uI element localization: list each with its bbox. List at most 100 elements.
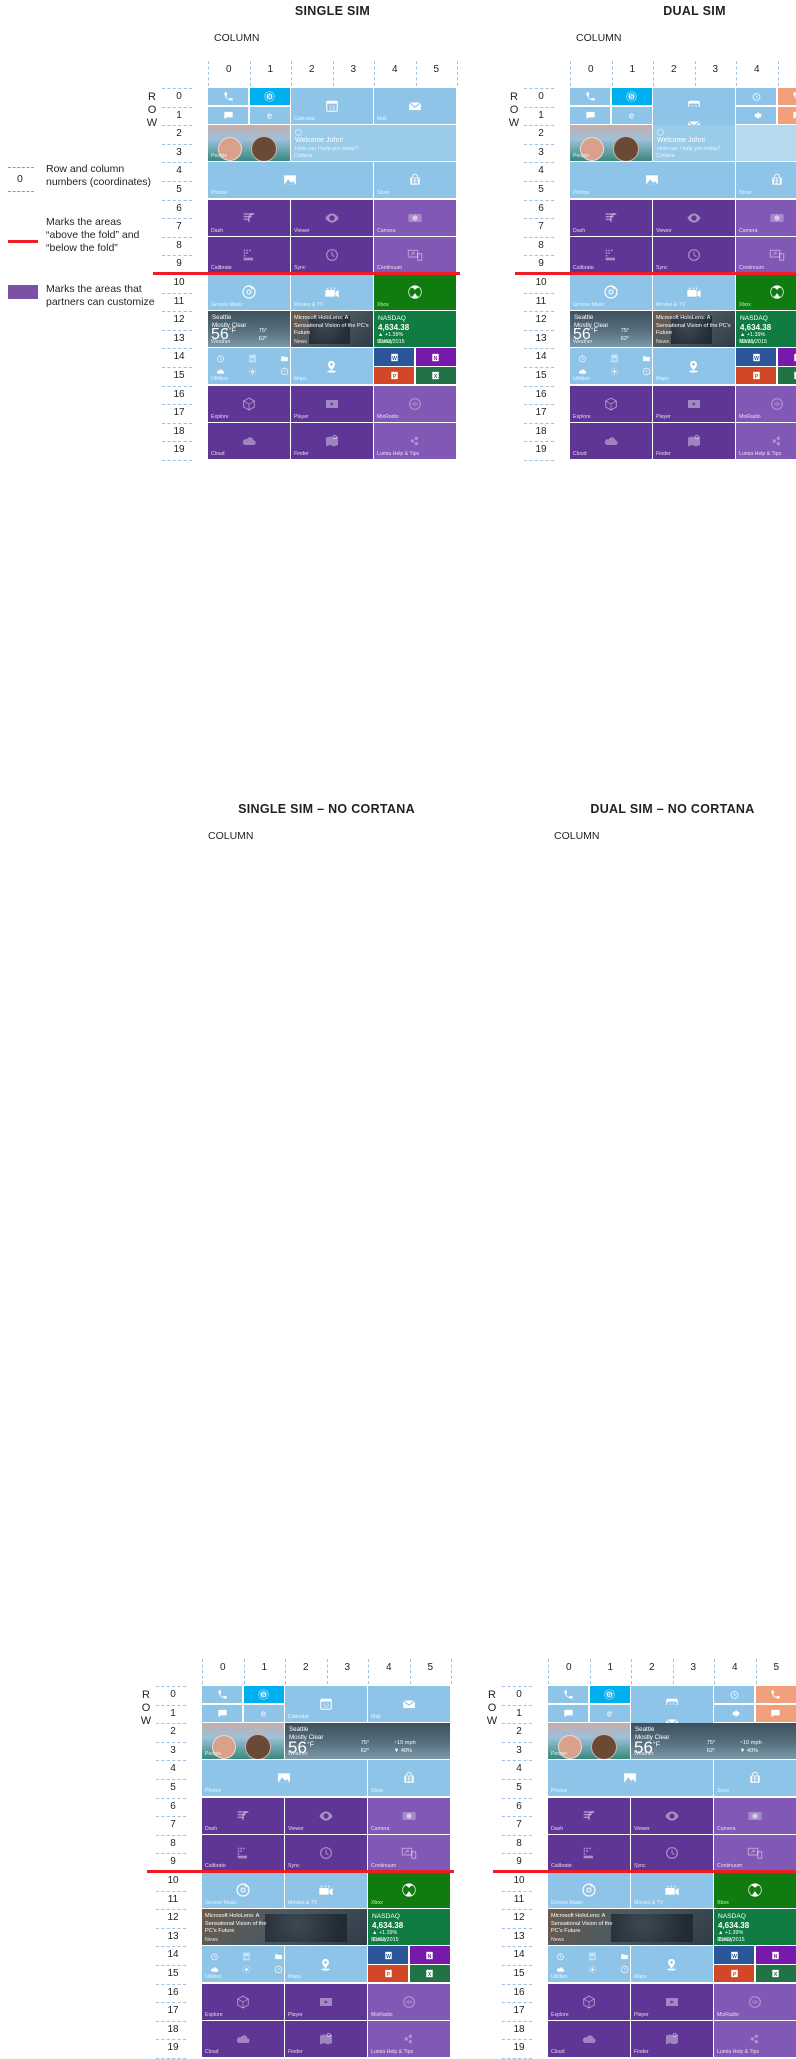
tile-mixradio[interactable]: MixRadio bbox=[714, 1984, 796, 2020]
tile-sim2messaging[interactable] bbox=[778, 107, 796, 124]
tile-excel[interactable]: X bbox=[778, 367, 796, 384]
tile-lumiahelp[interactable]: Lumia Help & Tips bbox=[374, 423, 456, 459]
tile-movies[interactable]: Movies & TV bbox=[631, 1872, 713, 1908]
tile-xbox[interactable]: Xbox bbox=[368, 1872, 450, 1908]
tile-xbox[interactable]: Xbox bbox=[714, 1872, 796, 1908]
tile-alarms[interactable] bbox=[736, 88, 776, 105]
tile-cortana[interactable]: Welcome John!How can I help you today?Co… bbox=[653, 125, 735, 161]
tile-calibrate[interactable]: Calibrate bbox=[202, 1835, 284, 1871]
tile-word[interactable]: W bbox=[736, 348, 776, 365]
tile-player[interactable]: Player bbox=[285, 1984, 367, 2020]
tile-mail[interactable]: Mail bbox=[368, 1686, 450, 1722]
tile-news[interactable]: Microsoft HoloLens: A Sensational Vision… bbox=[653, 311, 735, 347]
tile-lumiahelp[interactable]: Lumia Help & Tips bbox=[736, 423, 796, 459]
tile-mail[interactable]: Mail bbox=[374, 88, 456, 124]
tile-skype[interactable] bbox=[244, 1686, 284, 1703]
tile-finder[interactable]: Finder bbox=[631, 2021, 713, 2057]
tile-utilities[interactable]: ?Utilities bbox=[548, 1946, 630, 1982]
tile-camera[interactable]: Camera bbox=[714, 1798, 796, 1834]
tile-phone[interactable] bbox=[548, 1686, 588, 1703]
tile-dash[interactable]: Dash bbox=[202, 1798, 284, 1834]
tile-continuum[interactable]: Continuum bbox=[714, 1835, 796, 1871]
tile-camera[interactable]: Camera bbox=[368, 1798, 450, 1834]
tile-powerpoint[interactable]: P bbox=[736, 367, 776, 384]
tile-messaging[interactable] bbox=[202, 1705, 242, 1722]
tile-xbox[interactable]: Xbox bbox=[736, 274, 796, 310]
tile-player[interactable]: Player bbox=[653, 386, 735, 422]
tile-camera[interactable]: Camera bbox=[736, 200, 796, 236]
tile-messaging[interactable] bbox=[570, 107, 610, 124]
tile-store[interactable]: Store bbox=[714, 1760, 796, 1796]
tile-skype[interactable] bbox=[612, 88, 652, 105]
tile-groove[interactable]: Groove Music bbox=[548, 1872, 630, 1908]
tile-explore[interactable]: Explore bbox=[202, 1984, 284, 2020]
tile-powerpoint[interactable]: P bbox=[374, 367, 414, 384]
tile-people[interactable]: People bbox=[570, 125, 652, 161]
tile-news-wide[interactable]: Microsoft HoloLens: A Sensational Vision… bbox=[202, 1909, 367, 1945]
tile-utilities[interactable]: ?Utilities bbox=[570, 348, 652, 384]
tile-empty-tile[interactable] bbox=[736, 125, 796, 161]
tile-mixradio[interactable]: MixRadio bbox=[368, 1984, 450, 2020]
tile-xbox[interactable]: Xbox bbox=[374, 274, 456, 310]
tile-movies[interactable]: Movies & TV bbox=[653, 274, 735, 310]
tile-sim2phone[interactable] bbox=[778, 88, 796, 105]
tile-excel[interactable]: X bbox=[756, 1965, 796, 1982]
tile-sim2phone[interactable] bbox=[756, 1686, 796, 1703]
tile-people[interactable]: People bbox=[548, 1723, 630, 1759]
tile-onenote[interactable]: N bbox=[416, 348, 456, 365]
tile-viewer[interactable]: Viewer bbox=[631, 1798, 713, 1834]
tile-player[interactable]: Player bbox=[631, 1984, 713, 2020]
tile-mixradio[interactable]: MixRadio bbox=[736, 386, 796, 422]
tile-groove[interactable]: Groove Music bbox=[570, 274, 652, 310]
tile-excel[interactable]: X bbox=[416, 367, 456, 384]
tile-onenote[interactable]: N bbox=[756, 1946, 796, 1963]
tile-sync[interactable]: Sync bbox=[631, 1835, 713, 1871]
tile-lumiahelp[interactable]: Lumia Help & Tips bbox=[368, 2021, 450, 2057]
tile-word[interactable]: W bbox=[714, 1946, 754, 1963]
tile-dash[interactable]: Dash bbox=[548, 1798, 630, 1834]
tile-powerpoint[interactable]: P bbox=[714, 1965, 754, 1982]
tile-viewer[interactable]: Viewer bbox=[653, 200, 735, 236]
tile-continuum[interactable]: Continuum bbox=[374, 237, 456, 273]
tile-photos[interactable]: Photos bbox=[548, 1760, 713, 1796]
tile-sync[interactable]: Sync bbox=[653, 237, 735, 273]
tile-powerpoint[interactable]: P bbox=[368, 1965, 408, 1982]
tile-settings[interactable] bbox=[736, 107, 776, 124]
tile-alarms[interactable] bbox=[714, 1686, 754, 1703]
tile-photos[interactable]: Photos bbox=[570, 162, 735, 198]
tile-dash[interactable]: Dash bbox=[570, 200, 652, 236]
tile-utilities[interactable]: ?Utilities bbox=[202, 1946, 284, 1982]
tile-viewer[interactable]: Viewer bbox=[285, 1798, 367, 1834]
tile-edge[interactable]: e bbox=[590, 1705, 630, 1722]
tile-explore[interactable]: Explore bbox=[570, 386, 652, 422]
tile-word[interactable]: W bbox=[368, 1946, 408, 1963]
tile-word[interactable]: W bbox=[374, 348, 414, 365]
tile-excel[interactable]: X bbox=[410, 1965, 450, 1982]
tile-sim2messaging[interactable] bbox=[756, 1705, 796, 1722]
tile-calibrate[interactable]: Calibrate bbox=[570, 237, 652, 273]
tile-movies[interactable]: Movies & TV bbox=[285, 1872, 367, 1908]
tile-maps[interactable]: Maps bbox=[653, 348, 735, 384]
tile-settings[interactable] bbox=[714, 1705, 754, 1722]
tile-cloud[interactable]: Cloud bbox=[548, 2021, 630, 2057]
tile-groove[interactable]: Groove Music bbox=[202, 1872, 284, 1908]
tile-mixradio[interactable]: MixRadio bbox=[374, 386, 456, 422]
tile-people[interactable]: People bbox=[202, 1723, 284, 1759]
tile-onenote[interactable]: N bbox=[410, 1946, 450, 1963]
tile-edge[interactable]: e bbox=[612, 107, 652, 124]
tile-finder[interactable]: Finder bbox=[285, 2021, 367, 2057]
tile-onenote[interactable]: N bbox=[778, 348, 796, 365]
tile-news-wide[interactable]: Microsoft HoloLens: A Sensational Vision… bbox=[548, 1909, 713, 1945]
tile-sync[interactable]: Sync bbox=[285, 1835, 367, 1871]
tile-store[interactable]: Store bbox=[374, 162, 456, 198]
tile-continuum[interactable]: Continuum bbox=[368, 1835, 450, 1871]
tile-store[interactable]: Store bbox=[736, 162, 796, 198]
tile-cloud[interactable]: Cloud bbox=[202, 2021, 284, 2057]
